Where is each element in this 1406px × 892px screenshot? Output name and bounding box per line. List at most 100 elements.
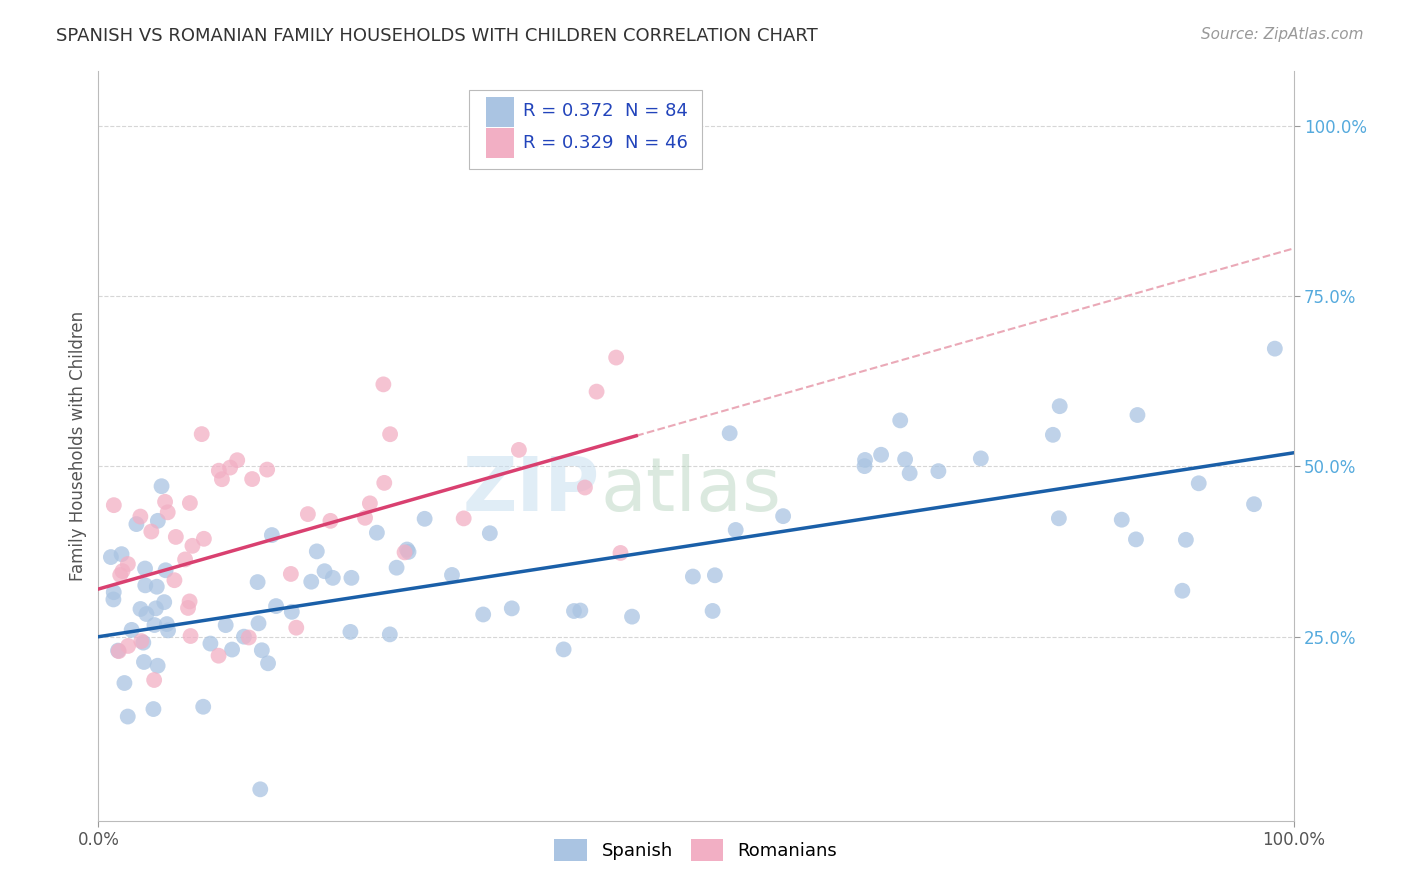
Point	[143, 618, 166, 632]
Point	[609, 546, 631, 560]
Point	[1042, 427, 1064, 442]
Point	[157, 624, 180, 638]
Point	[366, 525, 388, 540]
Point	[280, 566, 302, 581]
Point	[703, 568, 725, 582]
Point	[478, 526, 501, 541]
Point	[146, 658, 169, 673]
Point	[257, 657, 280, 671]
Point	[682, 569, 704, 583]
Point	[385, 560, 408, 574]
Point	[256, 462, 278, 476]
Point	[396, 542, 419, 557]
Point	[103, 592, 125, 607]
Point	[319, 514, 342, 528]
Point	[193, 699, 215, 714]
Point	[772, 509, 794, 524]
Point	[1264, 342, 1286, 356]
Text: SPANISH VS ROMANIAN FAMILY HOUSEHOLDS WITH CHILDREN CORRELATION CHART: SPANISH VS ROMANIAN FAMILY HOUSEHOLDS WI…	[56, 27, 818, 45]
Point	[898, 467, 921, 481]
Point	[156, 505, 179, 519]
Point	[190, 427, 212, 442]
Point	[135, 607, 157, 621]
Point	[240, 472, 263, 486]
Point	[305, 544, 328, 558]
Point	[1047, 511, 1070, 525]
Text: R = 0.329  N = 46: R = 0.329 N = 46	[523, 134, 688, 152]
Point	[718, 426, 741, 441]
FancyBboxPatch shape	[485, 97, 515, 127]
Point	[1049, 399, 1071, 413]
Point	[569, 603, 592, 617]
Point	[112, 676, 135, 690]
Point	[145, 601, 167, 615]
Y-axis label: Family Households with Children: Family Households with Children	[69, 311, 87, 581]
Point	[339, 624, 361, 639]
Point	[970, 451, 993, 466]
Point	[233, 630, 256, 644]
FancyBboxPatch shape	[470, 90, 702, 169]
Point	[322, 571, 344, 585]
Text: R = 0.372  N = 84: R = 0.372 N = 84	[523, 102, 688, 120]
Point	[107, 644, 129, 658]
Point	[340, 571, 363, 585]
Point	[193, 532, 215, 546]
Point	[501, 601, 523, 615]
Point	[117, 639, 139, 653]
Point	[853, 453, 876, 467]
Point	[297, 507, 319, 521]
Point	[299, 574, 322, 589]
Point	[129, 509, 152, 524]
Text: Source: ZipAtlas.com: Source: ZipAtlas.com	[1201, 27, 1364, 42]
Point	[894, 452, 917, 467]
Point	[724, 523, 747, 537]
Point	[889, 413, 911, 427]
Point	[150, 479, 173, 493]
Point	[373, 475, 395, 490]
FancyBboxPatch shape	[485, 128, 515, 158]
Point	[281, 605, 304, 619]
Point	[179, 496, 201, 510]
Point	[163, 573, 186, 587]
Point	[146, 514, 169, 528]
Point	[155, 563, 177, 577]
Point	[181, 539, 204, 553]
Point	[121, 623, 143, 637]
Point	[211, 472, 233, 486]
Point	[246, 575, 269, 590]
Point	[378, 627, 401, 641]
Point	[574, 481, 596, 495]
Point	[153, 495, 176, 509]
Point	[134, 578, 156, 592]
Point	[1174, 533, 1197, 547]
Point	[110, 547, 132, 561]
Point	[200, 636, 222, 650]
Point	[153, 595, 176, 609]
Point	[110, 568, 132, 582]
Point	[180, 629, 202, 643]
Point	[605, 351, 627, 365]
Point	[134, 561, 156, 575]
Point	[219, 460, 242, 475]
Point	[132, 635, 155, 649]
Point	[553, 642, 575, 657]
Point	[247, 616, 270, 631]
Point	[1243, 497, 1265, 511]
Point	[1125, 533, 1147, 547]
Point	[250, 643, 273, 657]
Point	[226, 453, 249, 467]
Point	[215, 618, 238, 632]
Point	[249, 782, 271, 797]
Point	[117, 709, 139, 723]
Point	[621, 609, 644, 624]
Point	[562, 604, 585, 618]
Point	[870, 448, 893, 462]
Point	[440, 568, 463, 582]
Point	[1126, 408, 1149, 422]
Point	[354, 511, 377, 525]
Point	[117, 557, 139, 571]
Point	[107, 643, 129, 657]
Point	[141, 524, 163, 539]
Point	[264, 599, 287, 613]
Point	[853, 459, 876, 474]
